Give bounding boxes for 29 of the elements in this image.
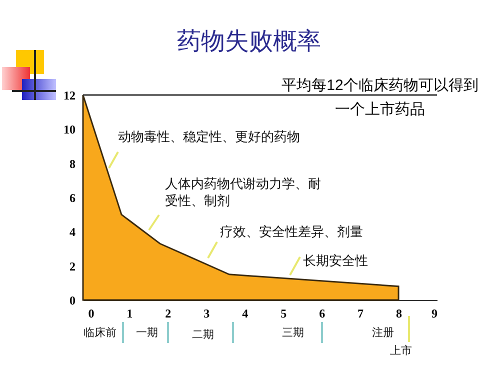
annotation: 人体内药物代谢动力学、耐受性、制剂 bbox=[165, 176, 321, 208]
text: 三期 bbox=[282, 327, 304, 339]
text: 一期 bbox=[136, 327, 158, 339]
text: 上市 bbox=[390, 344, 412, 357]
x-tick-label: 2 bbox=[165, 306, 172, 320]
x-tick-label: 8 bbox=[396, 306, 402, 320]
y-tick-label: 8 bbox=[70, 156, 76, 171]
x-tick-label: 3 bbox=[204, 306, 210, 320]
y-tick-label: 0 bbox=[70, 294, 76, 308]
y-tick-label: 2 bbox=[70, 259, 76, 274]
x-tick-label: 7 bbox=[358, 306, 364, 320]
y-tick-label: 6 bbox=[70, 191, 76, 205]
x-tick-label: 0 bbox=[88, 306, 94, 320]
x-tick-label: 5 bbox=[280, 306, 287, 320]
text: 注册 bbox=[372, 326, 394, 339]
ref-line-label: 平均每12个临床药物可以得到一个上市药品 bbox=[282, 77, 478, 118]
x-tick-label: 6 bbox=[319, 306, 326, 320]
chart-title: 药物失败概率 bbox=[177, 28, 321, 55]
x-tick-label: 4 bbox=[242, 306, 248, 320]
x-tick-label: 9 bbox=[432, 306, 438, 320]
annotation: 疗效、安全性差异、剂量 bbox=[220, 224, 363, 239]
x-tick-label: 1 bbox=[126, 306, 133, 320]
text: 二期 bbox=[192, 329, 214, 341]
text: 临床前 bbox=[84, 326, 116, 339]
annotation: 动物毒性、稳定性、更好的药物 bbox=[118, 129, 300, 144]
y-tick-label: 12 bbox=[64, 88, 76, 102]
y-tick-label: 4 bbox=[70, 225, 76, 240]
annotation: 长期安全性 bbox=[303, 253, 368, 268]
y-tick-label: 10 bbox=[64, 122, 76, 137]
